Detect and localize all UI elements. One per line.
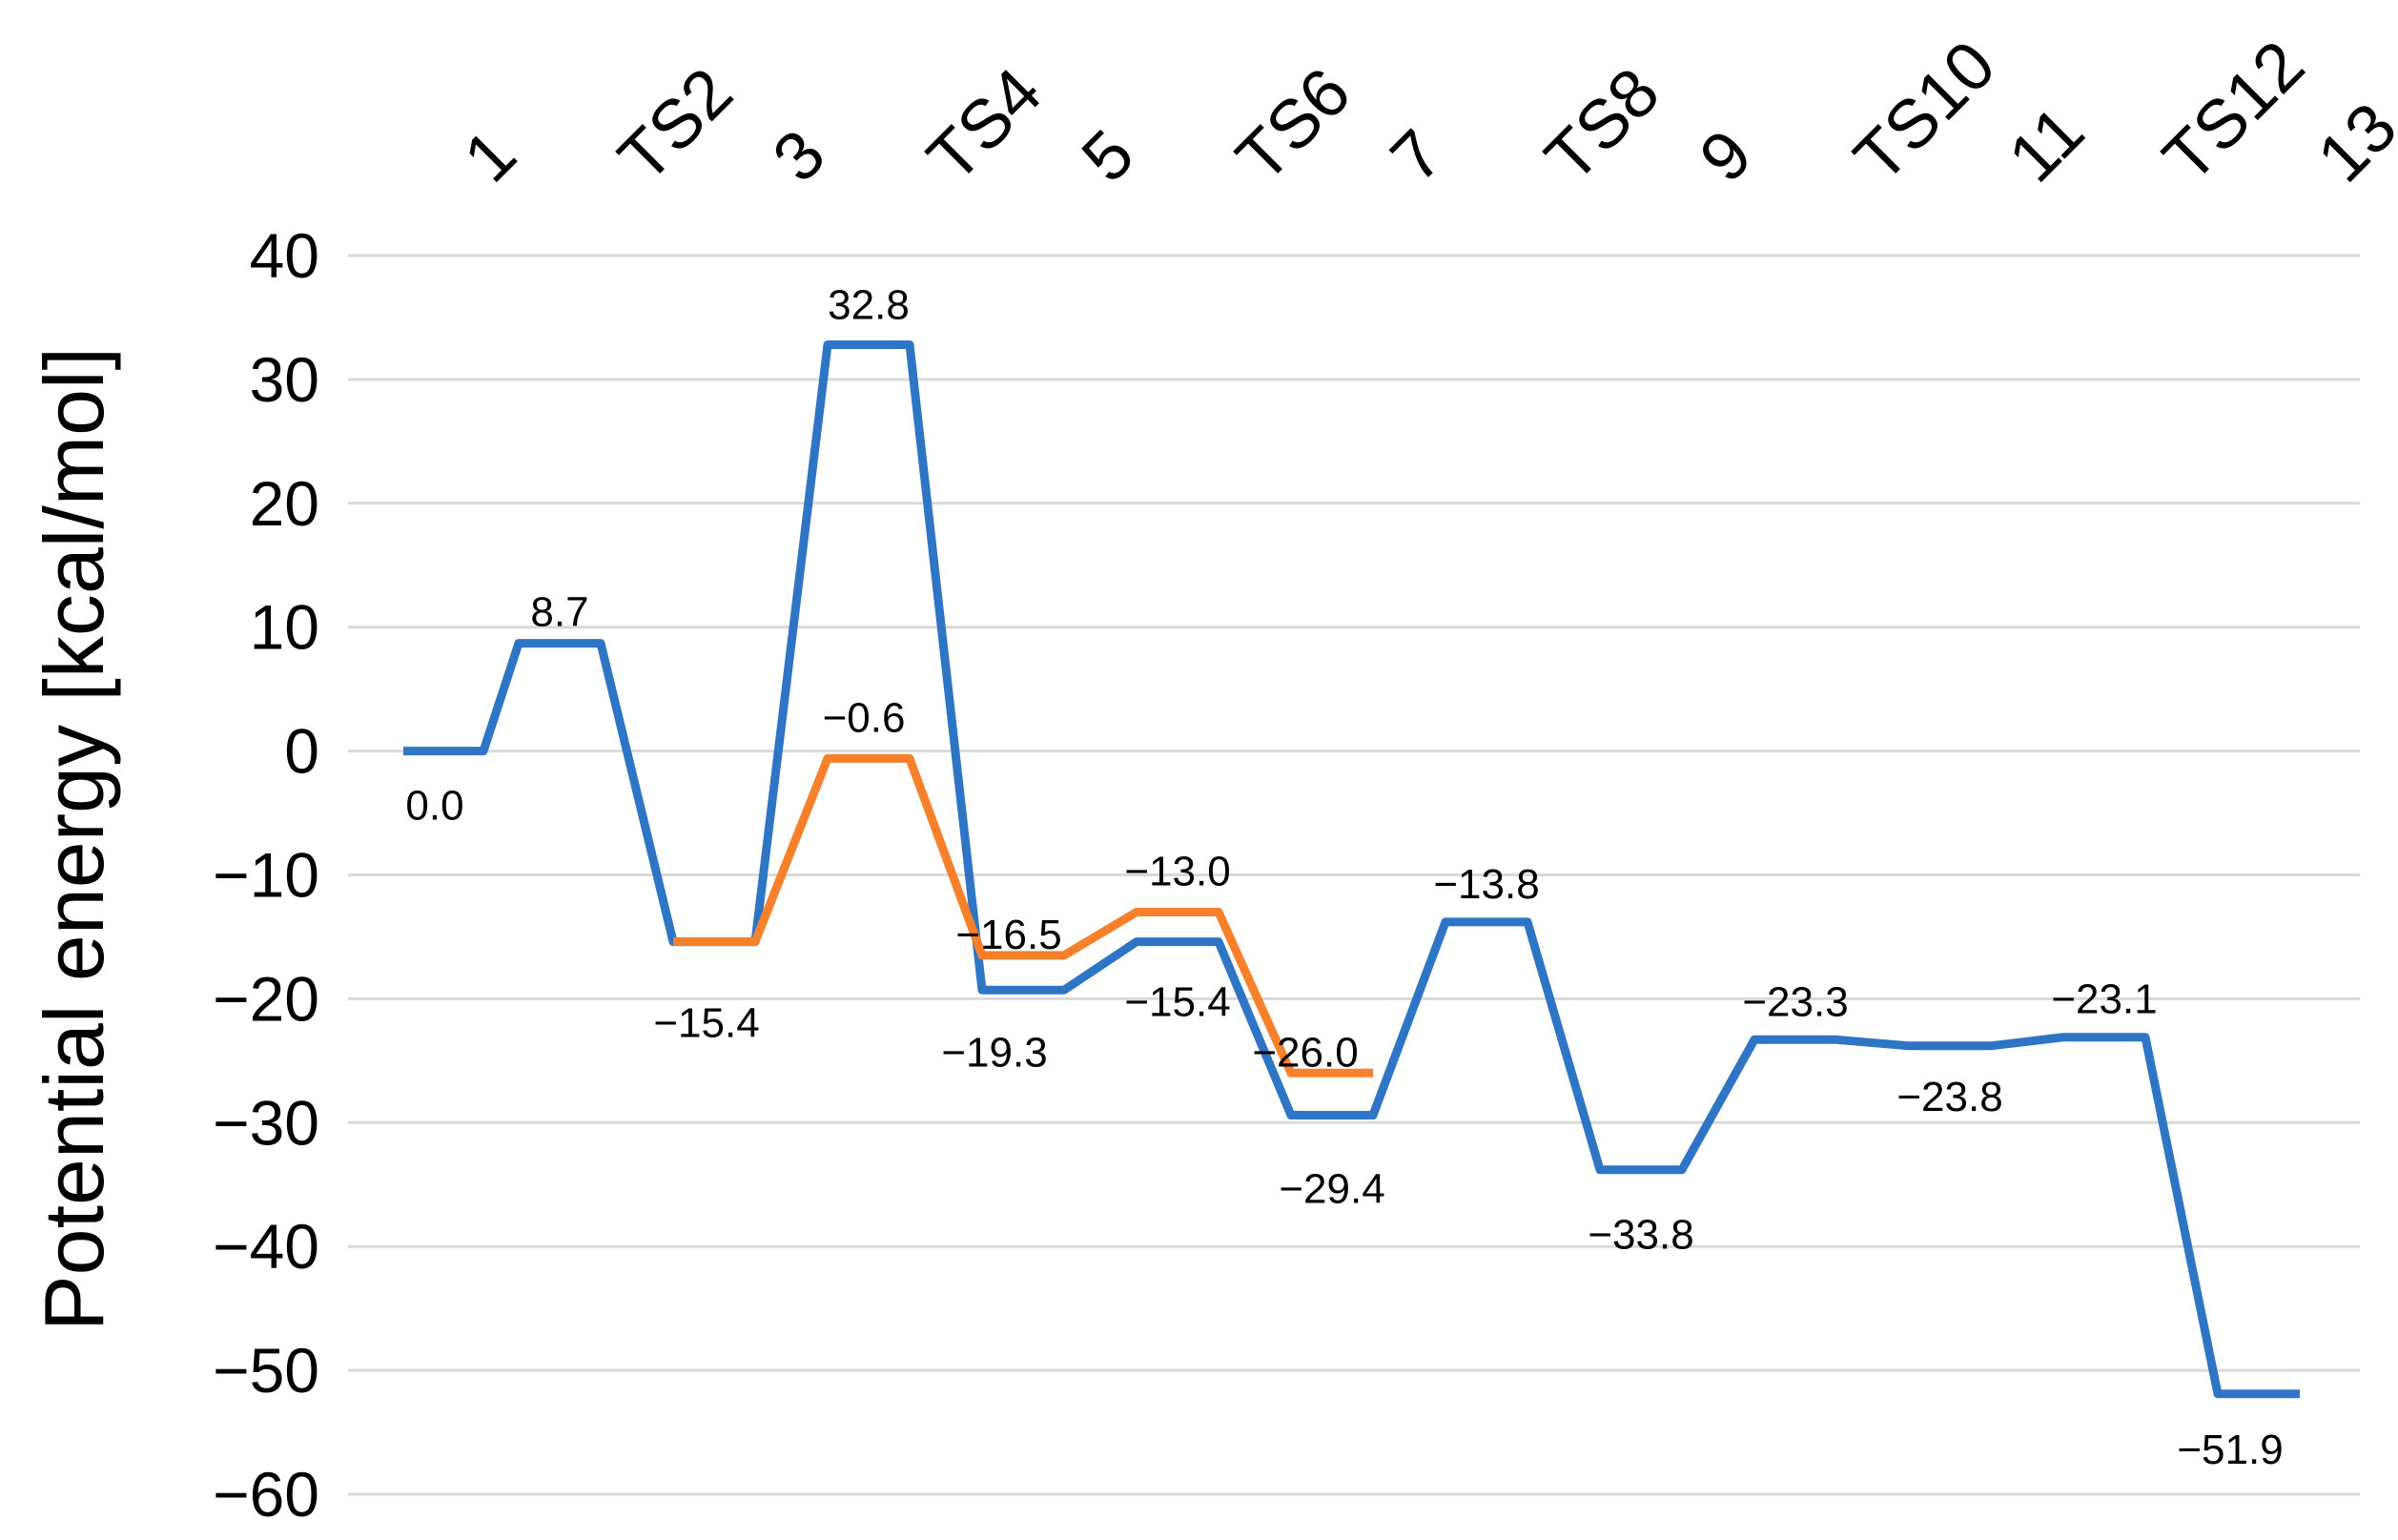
series-lines bbox=[403, 340, 2300, 1399]
data-label: −23.8 bbox=[1896, 1074, 2002, 1120]
y-tick-label: −50 bbox=[213, 1335, 319, 1406]
y-tick-label: 40 bbox=[250, 220, 319, 291]
y-tick-label: −20 bbox=[213, 963, 319, 1034]
x-tick-label: 3 bbox=[759, 115, 840, 196]
y-axis-label: Potential energy [kcal/mol] bbox=[27, 347, 121, 1331]
data-label: −16.5 bbox=[955, 912, 1061, 958]
y-tick-label: 30 bbox=[250, 344, 319, 415]
x-tick-label: 13 bbox=[2304, 89, 2398, 196]
y-tick-label: −40 bbox=[213, 1211, 319, 1282]
x-tick-label: 7 bbox=[1377, 115, 1458, 196]
y-tick-label: −60 bbox=[213, 1459, 319, 1530]
data-label: −29.4 bbox=[1279, 1166, 1384, 1213]
data-label: −23.3 bbox=[1742, 978, 1848, 1025]
x-tick-label: TS2 bbox=[605, 53, 748, 196]
data-label: −23.1 bbox=[2051, 976, 2157, 1023]
data-label: −15.4 bbox=[1124, 979, 1230, 1026]
series-line-2 bbox=[673, 753, 1373, 1078]
data-label: −19.3 bbox=[941, 1029, 1047, 1076]
y-tick-label: −30 bbox=[213, 1087, 319, 1158]
data-label: 0.0 bbox=[405, 783, 463, 830]
gridlines bbox=[348, 254, 2360, 1496]
data-label: 8.7 bbox=[530, 589, 588, 636]
x-tick-label: 1 bbox=[450, 115, 531, 196]
data-label: 32.8 bbox=[828, 282, 910, 329]
data-label: −26.0 bbox=[1252, 1029, 1358, 1076]
y-axis-ticks: 40 30 20 10 0 −10 −20 −30 −40 −50 −60 bbox=[213, 220, 319, 1530]
data-label: −15.4 bbox=[653, 1000, 759, 1047]
y-tick-label: 20 bbox=[250, 468, 319, 539]
x-tick-label: TS10 bbox=[1840, 27, 2010, 196]
data-label: −0.6 bbox=[823, 694, 906, 741]
x-tick-label: 5 bbox=[1068, 115, 1149, 196]
x-tick-label: 11 bbox=[1995, 92, 2099, 196]
data-label: −13.8 bbox=[1433, 861, 1539, 908]
data-label: −13.0 bbox=[1124, 848, 1230, 894]
x-tick-label: TS4 bbox=[913, 53, 1056, 196]
x-tick-label: TS8 bbox=[1531, 53, 1674, 196]
x-tick-label: TS12 bbox=[2149, 27, 2319, 196]
data-label: −51.9 bbox=[2177, 1427, 2283, 1473]
data-label: −33.8 bbox=[1588, 1212, 1693, 1259]
y-tick-label: 10 bbox=[250, 592, 319, 663]
x-tick-label: TS6 bbox=[1222, 53, 1365, 196]
data-labels: 0.0 8.7 −15.4 32.8 −19.3 −15.4 −29.4 −13.8 −33.8… bbox=[405, 282, 2283, 1473]
x-tick-label: 9 bbox=[1686, 115, 1767, 196]
y-tick-label: −10 bbox=[213, 840, 319, 911]
y-tick-label: 0 bbox=[284, 716, 319, 787]
